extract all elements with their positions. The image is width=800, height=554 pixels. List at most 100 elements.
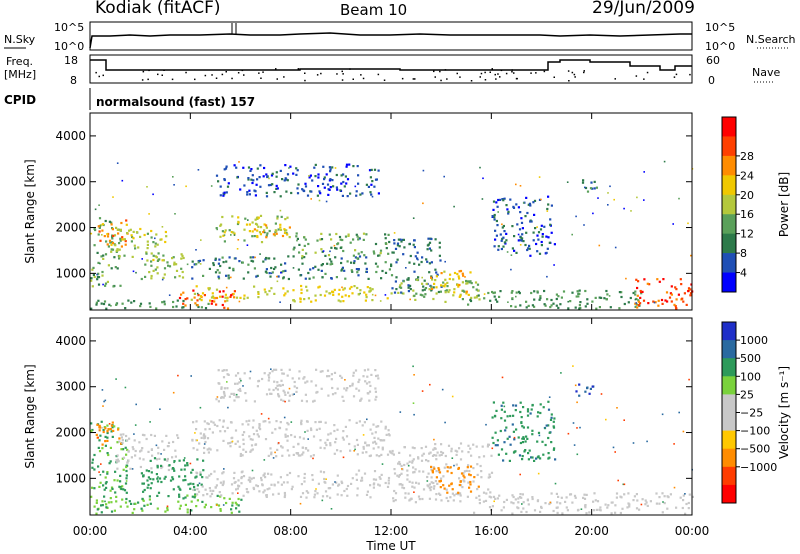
- data-cell: [494, 298, 497, 301]
- data-cell: [433, 467, 436, 470]
- data-cell: [411, 481, 414, 484]
- data-cell: [310, 428, 313, 432]
- data-cell: [214, 258, 217, 261]
- data-cell: [209, 495, 212, 498]
- nave-dot: [352, 78, 354, 80]
- data-cell: [660, 298, 664, 302]
- data-cell: [250, 168, 253, 171]
- data-cell: [250, 477, 253, 480]
- noise-cell: [146, 186, 148, 188]
- noise-cell: [444, 260, 446, 263]
- data-cell: [112, 285, 115, 288]
- data-cell: [127, 459, 130, 462]
- data-cell: [273, 292, 276, 295]
- data-cell: [99, 239, 102, 242]
- data-cell: [113, 234, 117, 237]
- data-cell: [179, 504, 182, 507]
- data-cell: [487, 291, 490, 295]
- data-cell: [488, 495, 491, 498]
- data-cell: [112, 234, 115, 237]
- data-cell: [413, 239, 416, 242]
- data-cell: [312, 454, 315, 457]
- data-cell: [507, 210, 510, 213]
- data-cell: [218, 491, 221, 494]
- data-cell: [150, 467, 153, 470]
- noise-cell: [576, 401, 578, 404]
- data-cell: [552, 426, 556, 429]
- noise-cell: [254, 256, 256, 259]
- data-cell: [531, 429, 534, 432]
- data-cell: [374, 242, 378, 246]
- noise-cell: [276, 280, 279, 283]
- data-cell: [526, 408, 530, 411]
- data-cell: [582, 496, 585, 499]
- data-cell: [326, 495, 329, 498]
- data-cell: [406, 478, 409, 481]
- data-cell: [303, 480, 306, 483]
- data-cell: [115, 249, 118, 252]
- data-cell: [371, 180, 374, 183]
- data-cell: [414, 255, 417, 258]
- data-cell: [139, 450, 142, 453]
- data-cell: [297, 268, 300, 271]
- data-cell: [330, 378, 333, 381]
- data-cell: [523, 450, 526, 453]
- data-cell: [666, 507, 669, 510]
- data-cell: [201, 476, 204, 479]
- data-cell: [104, 284, 107, 287]
- noise-cell: [280, 271, 282, 274]
- data-cell: [218, 419, 221, 422]
- nave-dot: [513, 72, 515, 74]
- data-cell: [448, 484, 451, 487]
- data-cell: [215, 288, 219, 291]
- data-cell: [99, 434, 102, 437]
- data-cell: [564, 500, 567, 503]
- data-cell: [448, 277, 451, 281]
- nave-dot: [141, 79, 144, 81]
- data-cell: [525, 306, 528, 309]
- data-cell: [355, 268, 358, 271]
- noise-cell: [264, 231, 266, 234]
- data-cell: [378, 484, 381, 487]
- data-cell: [545, 251, 548, 254]
- data-cell: [557, 295, 560, 298]
- data-cell: [186, 508, 189, 511]
- data-cell: [319, 446, 322, 449]
- data-cell: [491, 215, 494, 218]
- data-cell: [110, 267, 113, 270]
- data-cell: [275, 175, 278, 178]
- noise-cell: [152, 193, 154, 196]
- data-cell: [140, 507, 143, 510]
- data-cell: [280, 379, 283, 382]
- data-cell: [180, 253, 183, 256]
- data-cell: [595, 307, 598, 310]
- data-cell: [400, 286, 403, 289]
- noise-cell: [682, 430, 685, 433]
- data-cell: [634, 293, 637, 296]
- data-cell: [175, 263, 178, 266]
- data-cell: [477, 294, 480, 297]
- noise-cell: [506, 251, 509, 253]
- data-cell: [280, 263, 283, 266]
- data-cell: [98, 230, 101, 233]
- data-cell: [116, 454, 119, 457]
- data-cell: [239, 454, 242, 457]
- data-cell: [438, 254, 441, 257]
- data-cell: [328, 179, 331, 182]
- data-cell: [675, 298, 678, 301]
- data-cell: [306, 380, 309, 383]
- x-tick-label: 20:00: [574, 524, 609, 538]
- freq-left-label-2: [MHz]: [4, 68, 36, 81]
- data-cell: [182, 299, 185, 303]
- noise-cell: [412, 217, 415, 219]
- data-cell: [109, 460, 112, 463]
- data-cell: [323, 178, 326, 181]
- data-cell: [390, 264, 393, 268]
- data-cell: [166, 459, 169, 462]
- data-cell: [451, 488, 454, 491]
- data-cell: [400, 240, 403, 243]
- nave-dot: [341, 79, 344, 81]
- data-cell: [334, 392, 337, 395]
- data-cell: [487, 443, 490, 446]
- data-cell: [202, 259, 205, 262]
